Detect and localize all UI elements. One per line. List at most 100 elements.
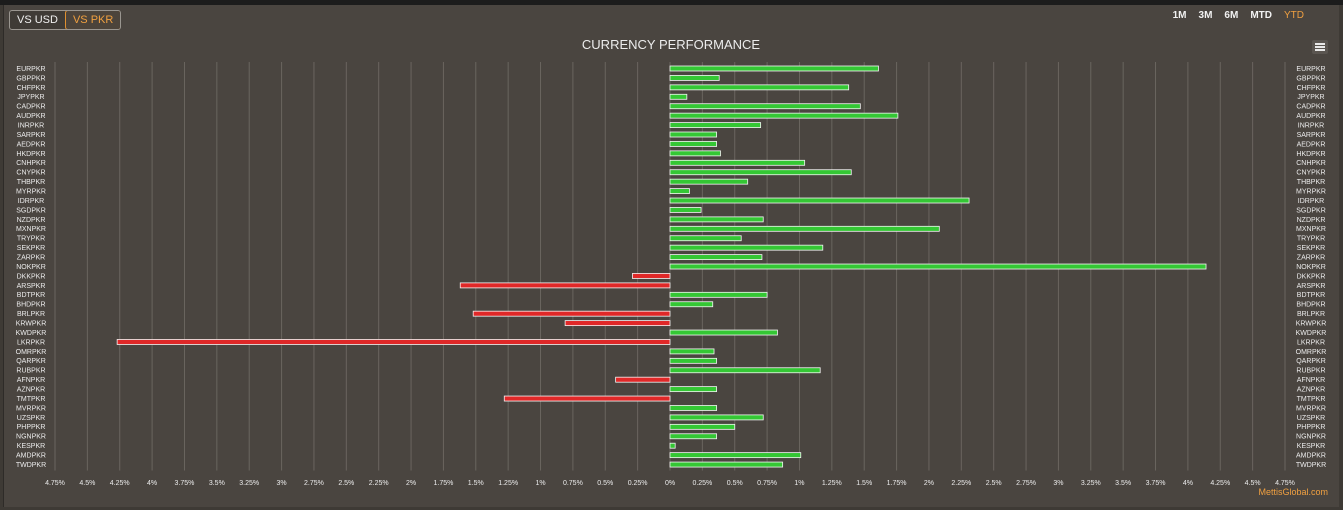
category-label-left: CHFPKR xyxy=(17,85,46,92)
range-1m-button[interactable]: 1M xyxy=(1172,10,1187,21)
category-label-left: AZNPKR xyxy=(17,387,45,394)
category-label-left: SGDPKR xyxy=(16,207,46,214)
bar-omrpkr[interactable] xyxy=(669,348,715,355)
bar-afnpkr[interactable] xyxy=(615,376,671,383)
category-label-left: DKKPKR xyxy=(17,273,46,280)
bar-krwpkr[interactable] xyxy=(564,320,671,327)
bar-kwdpkr[interactable] xyxy=(669,329,778,336)
bar-aznpkr[interactable] xyxy=(669,386,718,393)
bar-dkkpkr[interactable] xyxy=(632,273,671,279)
bar-brlpkr[interactable] xyxy=(472,310,671,317)
category-label-right: TRYPKR xyxy=(1297,236,1325,243)
bar-rubpkr[interactable] xyxy=(669,367,821,374)
bar-nokpkr[interactable] xyxy=(669,263,1207,270)
category-label-left: CADPKR xyxy=(16,104,45,111)
bar-hkdpkr[interactable] xyxy=(669,150,721,157)
bar-gbppkr[interactable] xyxy=(669,75,720,81)
category-label-right: ZARPKR xyxy=(1297,255,1325,262)
range-6m-button[interactable]: 6M xyxy=(1224,10,1239,21)
bar-uzspkr[interactable] xyxy=(669,414,764,421)
category-label-left: IDRPKR xyxy=(18,198,44,205)
x-tick-label: 0.75% xyxy=(563,480,583,487)
hamburger-menu-icon[interactable] xyxy=(1312,40,1328,54)
x-tick-label: 0.25% xyxy=(628,480,648,487)
category-label-left: OMRPKR xyxy=(16,349,47,356)
bar-inrpkr[interactable] xyxy=(669,122,762,128)
bar-twdpkr[interactable] xyxy=(669,461,784,468)
bar-bhdpkr[interactable] xyxy=(669,301,714,308)
category-label-left: LKRPKR xyxy=(17,339,45,346)
bar-trypkr[interactable] xyxy=(669,235,742,242)
bar-qarpkr[interactable] xyxy=(669,357,718,364)
bar-mxnpkr[interactable] xyxy=(669,225,940,232)
bar-amdpkr[interactable] xyxy=(669,452,802,459)
bar-eurpkr[interactable] xyxy=(669,65,879,72)
bar-chfpkr[interactable] xyxy=(669,84,850,91)
x-tick-label: 2.25% xyxy=(951,480,971,487)
category-label-right: MYRPKR xyxy=(1296,188,1326,195)
category-label-left: ZARPKR xyxy=(17,255,45,262)
top-nav-strip xyxy=(0,0,1343,5)
x-tick-label: 3.75% xyxy=(175,480,195,487)
bar-phppkr[interactable] xyxy=(669,423,736,430)
vs-usd-button[interactable]: VS USD xyxy=(17,14,58,26)
bar-sgdpkr[interactable] xyxy=(669,207,702,213)
bar-thbpkr[interactable] xyxy=(669,178,749,185)
bar-idrpkr[interactable] xyxy=(669,197,970,204)
bar-nzdpkr[interactable] xyxy=(669,216,764,223)
bar-jpypkr[interactable] xyxy=(669,93,688,100)
bar-audpkr[interactable] xyxy=(669,112,899,119)
bar-cnhpkr[interactable] xyxy=(669,159,806,166)
bar-bdtpkr[interactable] xyxy=(669,291,768,298)
bar-zarpkr[interactable] xyxy=(669,254,763,261)
category-label-left: BHDPKR xyxy=(16,302,45,309)
category-label-right: AUDPKR xyxy=(1296,113,1325,120)
category-label-left: QARPKR xyxy=(16,358,46,365)
category-label-right: MVRPKR xyxy=(1296,405,1326,412)
range-selector: 1M 3M 6M MTD YTD xyxy=(1167,9,1310,23)
x-tick-label: 4.75% xyxy=(45,480,65,487)
category-label-left: BRLPKR xyxy=(17,311,45,318)
category-label-left: NZDPKR xyxy=(17,217,46,224)
category-label-left: UZSPKR xyxy=(17,415,45,422)
bar-myrpkr[interactable] xyxy=(669,188,690,194)
x-tick-label: 0.25% xyxy=(692,480,712,487)
category-label-right: JPYPKR xyxy=(1297,94,1324,101)
category-label-left: CNHPKR xyxy=(16,160,46,167)
bar-aedpkr[interactable] xyxy=(669,141,718,147)
vs-pkr-button[interactable]: VS PKR xyxy=(64,11,121,29)
range-3m-button[interactable]: 3M xyxy=(1198,10,1213,21)
category-label-right: THBPKR xyxy=(1297,179,1325,186)
bar-ngnpkr[interactable] xyxy=(669,433,718,440)
category-label-right: CNHPKR xyxy=(1296,160,1326,167)
bar-sarpkr[interactable] xyxy=(669,131,718,138)
bar-cnypkr[interactable] xyxy=(669,169,852,176)
range-mtd-button[interactable]: MTD xyxy=(1250,10,1272,21)
category-label-right: IDRPKR xyxy=(1298,198,1324,205)
category-label-left: KRWPKR xyxy=(16,321,47,328)
category-label-left: ARSPKR xyxy=(17,283,46,290)
bar-sekpkr[interactable] xyxy=(669,244,824,251)
category-label-left: INRPKR xyxy=(18,122,44,129)
bar-kespkr[interactable] xyxy=(669,442,676,449)
credit-link[interactable]: MettisGlobal.com xyxy=(1258,487,1328,497)
x-tick-label: 2.75% xyxy=(1016,480,1036,487)
category-label-left: SEKPKR xyxy=(17,245,45,252)
x-tick-label: 3% xyxy=(1053,480,1063,487)
bar-tmtpkr[interactable] xyxy=(503,395,671,402)
category-label-right: CADPKR xyxy=(1296,104,1325,111)
category-label-right: NZDPKR xyxy=(1297,217,1326,224)
bar-cadpkr[interactable] xyxy=(669,103,861,110)
category-label-right: KRWPKR xyxy=(1296,321,1327,328)
bar-arspkr[interactable] xyxy=(459,282,671,289)
x-tick-label: 3.25% xyxy=(239,480,259,487)
category-label-right: BHDPKR xyxy=(1296,302,1325,309)
x-tick-label: 2.75% xyxy=(304,480,324,487)
category-label-right: PHPPKR xyxy=(1297,424,1326,431)
range-ytd-button[interactable]: YTD xyxy=(1284,10,1304,21)
bar-lkrpkr[interactable] xyxy=(116,339,671,345)
category-label-right: EURPKR xyxy=(1296,66,1325,73)
bar-mvrpkr[interactable] xyxy=(669,405,718,411)
x-tick-label: 4.25% xyxy=(1210,480,1230,487)
